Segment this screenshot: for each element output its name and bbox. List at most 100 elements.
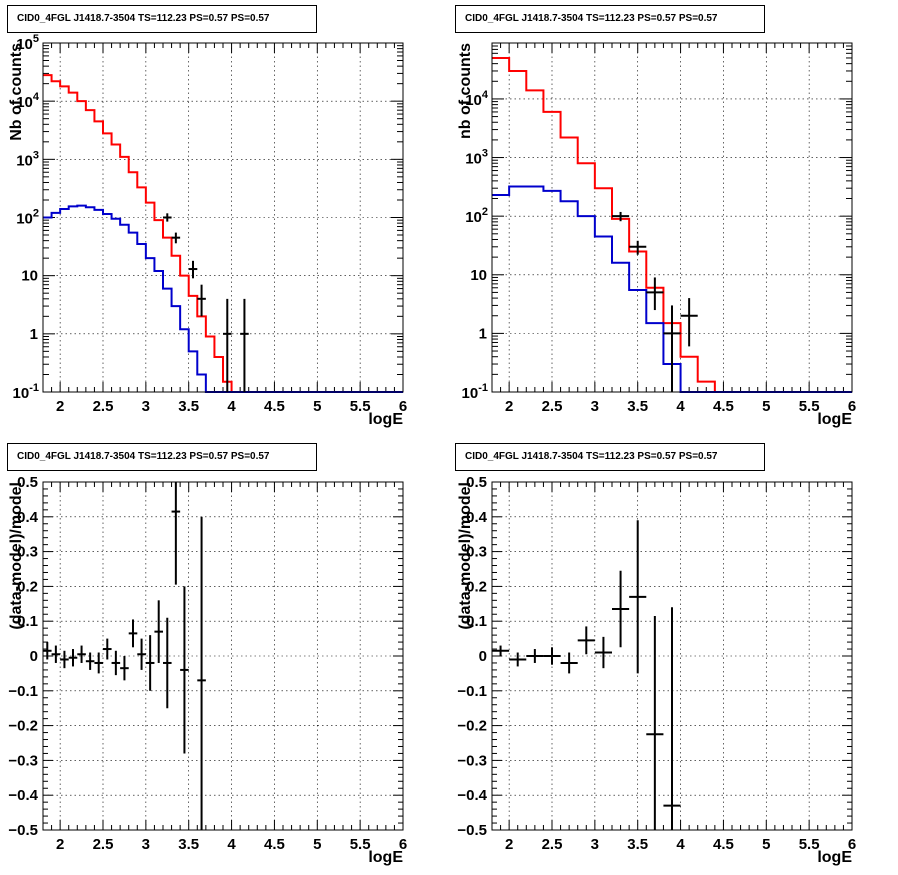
x-tick-label: 2	[505, 836, 513, 853]
y-tick-label: −0.3	[457, 752, 487, 769]
x-tick-label: 4	[227, 836, 236, 853]
y-tick-label: 10-1	[462, 382, 488, 402]
y-tick-label: 10	[470, 267, 487, 284]
data-point	[646, 615, 664, 830]
y-tick-label: 0.1	[466, 613, 487, 630]
y-tick-label: −0.2	[457, 718, 487, 735]
y-tick-label: 103	[16, 149, 39, 169]
x-axis-label: logE	[817, 411, 852, 428]
data-point	[43, 642, 52, 660]
y-tick-label: 105	[16, 33, 39, 53]
x-tick-label: 6	[848, 836, 856, 853]
data-point	[85, 652, 95, 670]
x-axis-label: logE	[368, 411, 403, 428]
y-tick-label: 0.5	[466, 474, 487, 491]
data-point	[128, 619, 138, 648]
panel-title: CID0_4FGL J1418.7-3504 TS=112.23 PS=0.57…	[455, 443, 765, 471]
data-point	[509, 652, 527, 667]
x-tick-label: 4.5	[713, 836, 734, 853]
data-point	[629, 520, 647, 674]
x-tick-label: 5	[762, 836, 770, 853]
data-point	[51, 645, 61, 663]
data-point	[223, 298, 232, 392]
y-tick-label: 0.2	[17, 578, 38, 595]
y-tick-label: 0	[479, 648, 487, 665]
data-point	[526, 649, 544, 663]
data-point	[577, 626, 595, 655]
data-point	[188, 260, 198, 279]
y-tick-label: 0.4	[466, 509, 488, 526]
data-point	[612, 211, 630, 222]
y-tick-label: −0.1	[8, 683, 38, 700]
data-point	[171, 232, 181, 244]
y-tick-label: 1	[30, 326, 38, 343]
y-tick-label: −0.2	[8, 718, 38, 735]
plot-frame	[42, 42, 404, 393]
data-point	[560, 652, 578, 674]
x-tick-label: 4.5	[264, 398, 285, 415]
data-point	[629, 240, 647, 255]
data-point	[197, 516, 206, 830]
plot-frame	[491, 481, 853, 831]
x-tick-label: 4	[676, 836, 685, 853]
data-point	[154, 600, 163, 663]
y-axis-label: (data-model)/model	[8, 482, 25, 630]
x-tick-label: 2	[56, 836, 64, 853]
y-axis-label: (data-model)/model	[457, 482, 474, 630]
x-tick-label: 5	[313, 836, 321, 853]
x-tick-label: 5.5	[350, 398, 371, 415]
y-tick-label: −0.4	[457, 787, 487, 804]
y-tick-label: 0.4	[17, 509, 39, 526]
plot-panel: 2 2.5 3 3.5 4 4.5 5 5.5 6 −0.5 −0.4 −0.3 −0.2 −0.1 0 0.…	[8, 474, 407, 866]
y-tick-label: 102	[465, 206, 488, 226]
x-tick-label: 4	[676, 398, 685, 415]
data-point	[111, 650, 121, 676]
x-tick-label: 5	[313, 398, 321, 415]
x-tick-label: 3	[591, 836, 599, 853]
data-point	[680, 298, 698, 347]
y-tick-label: 102	[16, 208, 39, 228]
x-tick-label: 2.5	[542, 398, 563, 415]
plot-panel: 2 2.5 3 3.5 4 4.5 5 5.5 6 10-1 1 10 102 103 104 105 logE…	[8, 33, 407, 428]
data-point	[180, 586, 189, 754]
y-tick-label: 0.5	[17, 474, 38, 491]
y-tick-label: −0.4	[8, 787, 38, 804]
model-histogram	[43, 74, 403, 393]
x-tick-label: 2.5	[542, 836, 563, 853]
x-tick-label: 4.5	[264, 836, 285, 853]
x-tick-label: 5.5	[799, 836, 820, 853]
x-tick-label: 3.5	[178, 398, 199, 415]
plot-frame	[42, 481, 404, 831]
x-tick-label: 2.5	[93, 398, 114, 415]
x-tick-label: 6	[399, 836, 407, 853]
y-tick-label: 0.2	[466, 578, 487, 595]
x-tick-label: 5.5	[799, 398, 820, 415]
y-tick-label: 103	[465, 148, 488, 168]
x-tick-label: 3	[591, 398, 599, 415]
x-axis-label: logE	[368, 849, 403, 866]
data-point	[492, 645, 510, 656]
y-tick-label: −0.5	[8, 822, 38, 839]
data-point	[137, 638, 146, 670]
data-point	[612, 570, 630, 648]
data-point	[171, 482, 181, 585]
data-point	[543, 647, 561, 665]
x-tick-label: 6	[848, 398, 856, 415]
x-tick-label: 2	[56, 398, 64, 415]
y-axis-label: nb of counts	[457, 43, 474, 139]
data-point	[60, 650, 69, 669]
data-point	[145, 635, 155, 691]
y-tick-label: −0.1	[457, 683, 487, 700]
x-tick-label: 5	[762, 398, 770, 415]
y-tick-label: 0	[30, 648, 38, 665]
panel-title: CID0_4FGL J1418.7-3504 TS=112.23 PS=0.57…	[7, 5, 317, 33]
x-tick-label: 4.5	[713, 398, 734, 415]
y-tick-label: 0.3	[17, 544, 38, 561]
x-tick-label: 3.5	[178, 836, 199, 853]
data-point	[240, 298, 249, 392]
x-tick-label: 5.5	[350, 836, 371, 853]
data-point	[77, 645, 86, 663]
y-tick-label: 1	[479, 325, 487, 342]
y-axis-label: Nb of counts	[8, 43, 25, 141]
